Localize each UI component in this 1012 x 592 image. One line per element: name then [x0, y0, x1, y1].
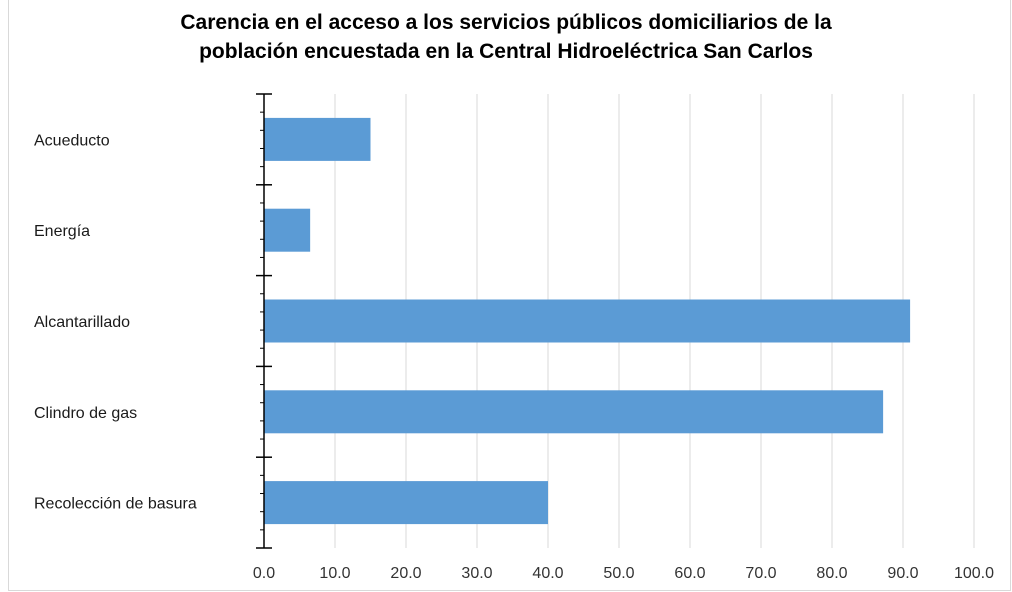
bar [264, 481, 548, 525]
bar [264, 208, 311, 252]
chart-title-line-1: Carencia en el acceso a los servicios pú… [180, 11, 832, 34]
x-tick-label: 80.0 [816, 565, 847, 582]
x-tick-label: 10.0 [319, 565, 350, 582]
x-tick-label: 20.0 [390, 565, 421, 582]
x-tick-label: 50.0 [603, 565, 634, 582]
chart-title: Carencia en el acceso a los servicios pú… [0, 8, 1012, 66]
x-tick-label: 0.0 [253, 565, 275, 582]
category-label: Clindro de gas [34, 405, 137, 422]
category-label: Acueducto [34, 132, 110, 149]
x-tick-label: 30.0 [461, 565, 492, 582]
x-tick-labels: 0.0 10.0 20.0 30.0 40.0 50.0 60.0 70.0 80.0 90.0 1… [253, 565, 994, 582]
category-labels: Acueducto Energía Alcantarillado Clindro de… [34, 132, 197, 512]
bar [264, 117, 371, 161]
bar [264, 299, 911, 343]
x-tick-label: 90.0 [887, 565, 918, 582]
bar [264, 390, 884, 434]
x-tick-label: 60.0 [674, 565, 705, 582]
category-label: Recolección de basura [34, 496, 197, 513]
bars [264, 117, 911, 525]
category-label: Alcantarillado [34, 314, 130, 331]
chart-title-line-2: población encuestada en la Central Hidro… [199, 40, 813, 63]
x-tick-label: 100.0 [954, 565, 994, 582]
y-axis [256, 93, 272, 549]
x-tick-label: 40.0 [532, 565, 563, 582]
x-tick-label: 70.0 [745, 565, 776, 582]
category-label: Energía [34, 223, 90, 240]
